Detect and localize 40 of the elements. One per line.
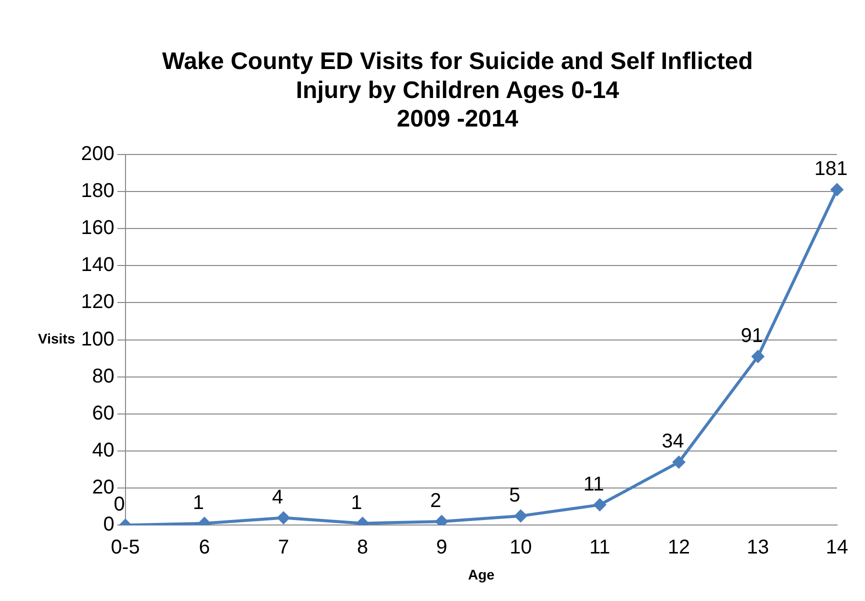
y-tick-label: 160 [80,217,114,240]
y-tick-label: 40 [92,440,114,462]
x-tick-label: 9 [436,536,448,559]
x-tick-label: 11 [589,536,610,559]
point [514,509,528,522]
y-tick-label: 20 [92,476,114,499]
x-tick-label: 8 [357,536,368,559]
point [830,183,844,196]
point [672,456,686,469]
chart-title: Wake County ED Visits for Suicide and Self Inflicted Injury by Children Ages 0-14 2009 -2014 [162,48,753,133]
point [277,511,290,524]
x-tick-label: 14 [826,536,848,559]
y-tick-label: 100 [80,328,114,350]
data-label: 4 [272,486,284,508]
point [435,514,448,526]
point [593,498,606,512]
data-label: 1 [351,492,362,514]
x-tick-label: 12 [668,536,690,559]
y-tick-label: 0 [103,514,114,536]
y-tick-label: 120 [80,291,114,314]
data-label: 34 [662,430,684,453]
y-tick-label: 80 [92,365,114,388]
x-tick-label: 10 [510,536,532,559]
data-label: 11 [583,473,604,496]
data-label: 91 [740,325,764,347]
y-tick-label: 200 [80,142,114,165]
y-tick-label: 140 [80,254,114,276]
x-axis-title: Age [468,566,495,582]
y-tick-label: 60 [92,402,114,424]
y-axis-title: Visits [38,330,76,347]
x-tick-label: 0-5 [110,536,140,559]
data-label: 181 [814,158,848,180]
x-tick-label: 13 [746,536,770,559]
x-tick-label: 7 [278,536,290,559]
y-tick-label: 180 [80,180,114,202]
data-label: 2 [430,490,442,512]
data-label: 5 [509,484,520,506]
data-label: 1 [192,492,204,514]
point [751,350,764,363]
x-tick-label: 6 [198,536,210,559]
